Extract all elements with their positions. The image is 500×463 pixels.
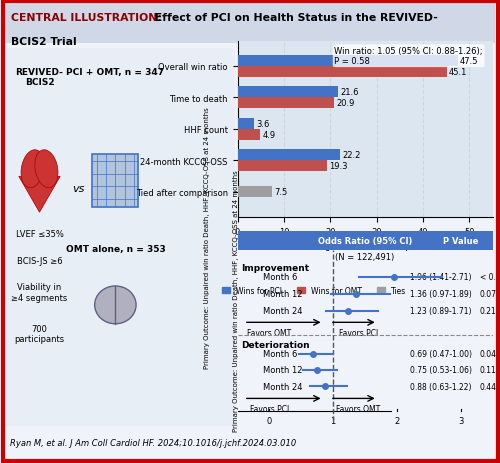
Text: BCIS-JS ≥6: BCIS-JS ≥6: [16, 256, 62, 265]
Text: Primary Outcome: Unpaired win ratio Death, HHF, KCCQ-OSS at 24 months: Primary Outcome: Unpaired win ratio Deat…: [204, 106, 210, 368]
Text: 0: 0: [267, 416, 272, 425]
Text: 2: 2: [394, 416, 400, 425]
Text: REVIVED-
BCIS2: REVIVED- BCIS2: [16, 68, 64, 87]
Text: 7.5: 7.5: [274, 188, 288, 197]
Text: 45.1: 45.1: [449, 68, 468, 77]
Text: LVEF ≤35%: LVEF ≤35%: [16, 230, 64, 239]
Text: Win ratio: 1.05 (95% CI: 0.88-1.26);
P = 0.58: Win ratio: 1.05 (95% CI: 0.88-1.26); P =…: [334, 47, 483, 66]
Text: Deterioration: Deterioration: [240, 341, 310, 350]
Bar: [238, 187, 272, 198]
Ellipse shape: [35, 150, 58, 188]
Text: CENTRAL ILLUSTRATION:: CENTRAL ILLUSTRATION:: [11, 13, 162, 24]
Text: 0.11: 0.11: [480, 366, 496, 375]
Bar: [5, 49, 235, 426]
Bar: [238, 130, 260, 141]
Text: vs: vs: [72, 183, 85, 193]
Bar: [238, 161, 327, 172]
Text: 1.36 (0.97-1.89): 1.36 (0.97-1.89): [410, 290, 472, 299]
Text: 0.21: 0.21: [480, 307, 496, 316]
Text: Favors PCI: Favors PCI: [250, 404, 289, 413]
Text: P Value: P Value: [443, 237, 478, 245]
Text: < 0.001: < 0.001: [480, 273, 500, 282]
Text: Month 12: Month 12: [263, 366, 302, 375]
Text: BCIS2 Trial: BCIS2 Trial: [11, 37, 76, 47]
Bar: [238, 56, 458, 67]
Text: PCI + OMT, n = 347: PCI + OMT, n = 347: [66, 68, 164, 76]
Text: 0.072: 0.072: [480, 290, 500, 299]
Text: Month 6: Month 6: [263, 350, 298, 358]
X-axis label: Percentage of Pairwise Comparisons
(N = 122,491): Percentage of Pairwise Comparisons (N = …: [288, 242, 442, 261]
Ellipse shape: [94, 286, 136, 324]
Text: 1: 1: [330, 416, 336, 425]
Text: 1.96 (1.41-2.71): 1.96 (1.41-2.71): [410, 273, 471, 282]
Legend: Wins for PCI, Wins for OMT, Ties: Wins for PCI, Wins for OMT, Ties: [219, 283, 409, 298]
Text: 0.88 (0.63-1.22): 0.88 (0.63-1.22): [410, 382, 471, 391]
Text: 1.23 (0.89-1.71): 1.23 (0.89-1.71): [410, 307, 471, 316]
Text: 0.44: 0.44: [480, 382, 497, 391]
Text: 21.6: 21.6: [340, 88, 358, 97]
Text: 4.9: 4.9: [262, 131, 276, 140]
Bar: [92, 154, 138, 207]
Text: Month 6: Month 6: [263, 273, 298, 282]
Text: Primary Outcome: Unpaired win ratio Death, HHF, KCCQ-OSS at 24 months: Primary Outcome: Unpaired win ratio Deat…: [233, 170, 239, 432]
Polygon shape: [19, 177, 60, 213]
Text: 3.6: 3.6: [256, 119, 270, 129]
Text: Favors OMT: Favors OMT: [247, 328, 292, 337]
Text: Effect of PCI on Health Status in the REVIVED-: Effect of PCI on Health Status in the RE…: [150, 13, 438, 24]
Text: 3: 3: [458, 416, 464, 425]
Text: 0.69 (0.47-1.00): 0.69 (0.47-1.00): [410, 350, 472, 358]
Text: 0.048: 0.048: [480, 350, 500, 358]
Bar: [238, 87, 338, 98]
Bar: [238, 98, 334, 109]
Text: Month 12: Month 12: [263, 290, 302, 299]
Text: Improvement: Improvement: [240, 264, 309, 273]
Bar: [238, 150, 341, 161]
Bar: [238, 119, 254, 130]
Text: OMT alone, n = 353: OMT alone, n = 353: [66, 245, 166, 254]
Bar: [238, 232, 492, 250]
Ellipse shape: [21, 150, 44, 188]
Text: Favors OMT: Favors OMT: [336, 404, 381, 413]
Text: 20.9: 20.9: [336, 99, 355, 108]
Text: Favors PCI: Favors PCI: [339, 328, 378, 337]
Text: Odds Ratio (95% CI): Odds Ratio (95% CI): [318, 237, 412, 245]
Text: 19.3: 19.3: [330, 162, 348, 171]
Text: Month 24: Month 24: [263, 307, 302, 316]
Text: 0.75 (0.53-1.06): 0.75 (0.53-1.06): [410, 366, 472, 375]
Bar: [238, 67, 446, 78]
Text: 700
participants: 700 participants: [14, 324, 64, 344]
Text: 22.2: 22.2: [342, 151, 361, 160]
Text: Viability in
≥4 segments: Viability in ≥4 segments: [12, 282, 68, 302]
Text: 47.5: 47.5: [460, 57, 478, 66]
Text: Ryan M, et al. J Am Coll Cardiol HF. 2024;10.1016/j.jchf.2024.03.010: Ryan M, et al. J Am Coll Cardiol HF. 202…: [10, 438, 296, 447]
Text: Month 24: Month 24: [263, 382, 302, 391]
